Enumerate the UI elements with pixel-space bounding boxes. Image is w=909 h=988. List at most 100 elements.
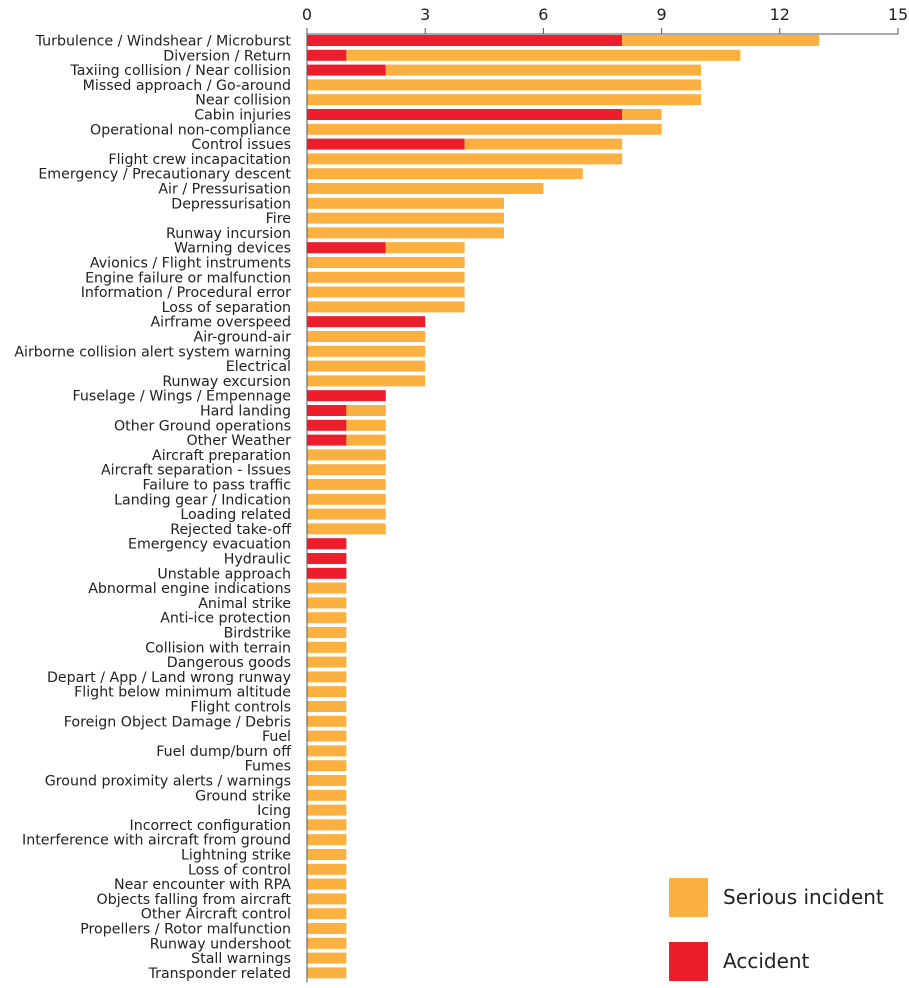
category-label: Lightning strike (181, 848, 291, 864)
category-label: Animal strike (198, 596, 291, 612)
serious-incident-bar (307, 331, 426, 342)
accident-bar (307, 64, 386, 76)
category-label: Fumes (245, 759, 291, 775)
category-label: Avionics / Flight instruments (90, 256, 291, 272)
category-label: Unstable approach (157, 566, 291, 582)
category-label: Propellers / Rotor malfunction (80, 922, 291, 938)
category-label: Fire (266, 211, 291, 227)
serious-incident-bar (307, 937, 347, 949)
legend-swatch-accident (669, 942, 708, 981)
category-label: Runway incursion (166, 226, 291, 242)
serious-incident-bar (622, 35, 820, 46)
category-label: Near encounter with RPA (114, 877, 291, 893)
serious-incident-bar (307, 671, 347, 683)
legend-label: Accident (723, 949, 810, 973)
serious-incident-bar (307, 183, 544, 194)
category-label: Flight below minimum altitude (74, 685, 291, 701)
category-label: Interference with aircraft from ground (22, 833, 291, 849)
category-label: Other Aircraft control (141, 907, 291, 923)
accident-bar (307, 405, 347, 416)
accident-bar (307, 138, 465, 150)
category-label: Airborne collision alert system warning (14, 344, 291, 360)
serious-incident-bar (307, 893, 347, 905)
accident-bar (307, 538, 347, 550)
x-axis: 0 3 6 9 12 15 (302, 5, 908, 35)
serious-incident-bar (307, 479, 386, 490)
x-tick-label: 6 (538, 5, 548, 24)
category-label: Anti-ice protection (160, 611, 291, 627)
serious-incident-bar (307, 819, 347, 831)
serious-incident-bar (385, 64, 701, 76)
x-tick-label: 15 (888, 5, 908, 24)
category-label: Aircraft preparation (152, 448, 291, 464)
category-label: Flight controls (190, 700, 291, 716)
category-label: Ground strike (195, 788, 291, 804)
serious-incident-bar (307, 804, 347, 816)
serious-incident-bar (307, 227, 504, 239)
x-tick-label: 9 (657, 5, 667, 24)
category-label: Fuel (262, 729, 291, 745)
serious-incident-bar (307, 523, 386, 535)
category-label: Missed approach / Go-around (83, 78, 291, 94)
serious-incident-bar (346, 419, 386, 431)
category-label: Cabin injuries (194, 108, 291, 124)
serious-incident-bar (307, 464, 386, 476)
serious-incident-bar (307, 271, 465, 283)
legend: Serious incident Accident (669, 878, 884, 981)
category-label: Near collision (195, 93, 291, 109)
serious-incident-bar (307, 952, 347, 964)
x-tick-label: 0 (302, 5, 312, 24)
category-label: Airframe overspeed (150, 315, 291, 331)
category-label: Landing gear / Indication (114, 492, 291, 508)
category-label: Depressurisation (171, 196, 291, 212)
serious-incident-bar (307, 212, 504, 224)
accident-bar (307, 390, 386, 402)
serious-incident-bar (346, 405, 386, 416)
serious-incident-bar (307, 849, 347, 860)
serious-incident-bar (307, 863, 347, 875)
serious-incident-bar (307, 967, 347, 979)
serious-incident-bar (307, 656, 347, 668)
category-label: Stall warnings (191, 951, 291, 967)
legend-swatch-serious-incident (669, 878, 708, 917)
category-label: Objects falling from aircraft (97, 892, 292, 908)
accident-bar (307, 49, 347, 61)
serious-incident-bar (307, 508, 386, 520)
serious-incident-bar (307, 286, 465, 298)
category-label: Flight crew incapacitation (108, 152, 291, 168)
serious-incident-bar (307, 745, 347, 757)
accident-bar (307, 316, 426, 328)
serious-incident-bar (307, 641, 347, 653)
category-label: Hard landing (200, 404, 291, 420)
category-label: Collision with terrain (145, 640, 291, 656)
serious-incident-bar (307, 775, 347, 786)
serious-incident-bar (622, 109, 662, 120)
serious-incident-bar (464, 138, 623, 150)
category-label: Emergency / Precautionary descent (38, 167, 291, 183)
category-label: Runway excursion (162, 374, 291, 390)
serious-incident-bar (307, 168, 583, 180)
category-label: Runway undershoot (150, 936, 292, 952)
serious-incident-bar (307, 375, 426, 387)
accident-bar (307, 567, 347, 579)
accident-bar (307, 109, 623, 120)
category-label: Other Weather (186, 433, 291, 449)
category-label: Operational non-compliance (90, 122, 291, 138)
serious-incident-bar (307, 612, 347, 624)
accident-bar (307, 553, 347, 564)
category-label: Loading related (180, 507, 291, 523)
serious-incident-bar (307, 627, 347, 638)
category-label: Icing (257, 803, 291, 819)
legend-label: Serious incident (723, 885, 884, 909)
serious-incident-bar (307, 730, 347, 742)
serious-incident-bar (307, 760, 347, 772)
category-label: Hydraulic (224, 552, 291, 568)
category-label: Other Ground operations (114, 418, 291, 434)
serious-incident-bar (307, 345, 426, 357)
serious-incident-bar (307, 878, 347, 890)
category-label: Warning devices (174, 241, 291, 257)
serious-incident-bar (307, 715, 347, 727)
category-label: Electrical (226, 359, 291, 375)
serious-incident-bar (385, 242, 465, 254)
serious-incident-bar (307, 701, 347, 712)
